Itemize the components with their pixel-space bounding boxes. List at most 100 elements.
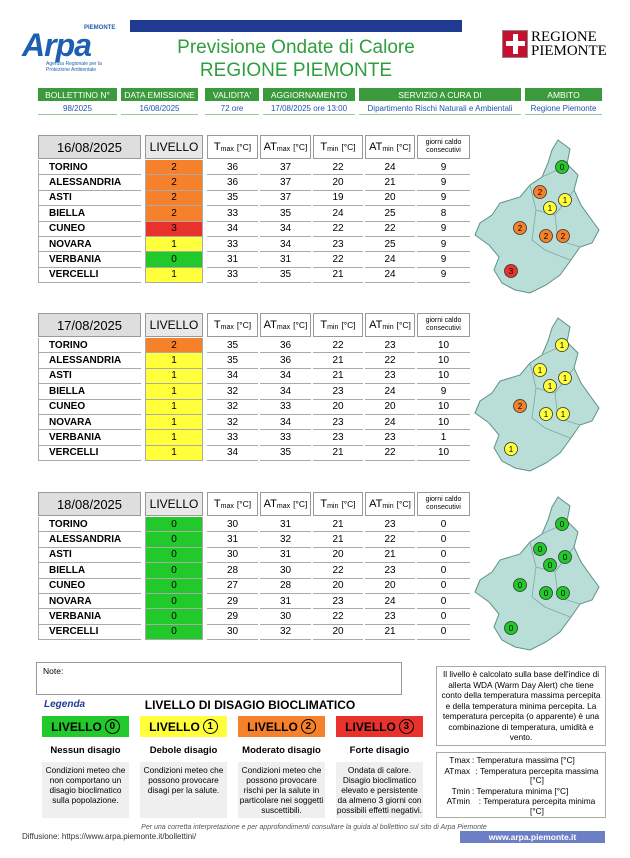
province-name: BIELLA xyxy=(38,384,141,400)
value-cell: 24 xyxy=(365,384,415,400)
level-marker-label: 0 xyxy=(548,561,553,570)
level-marker xyxy=(556,586,570,600)
value-cell: 0 xyxy=(417,594,470,610)
value-cell: 22 xyxy=(365,353,415,369)
value-cell: 36 xyxy=(207,160,258,176)
level-marker xyxy=(543,558,557,572)
date-header: 16/08/2025 xyxy=(38,135,141,159)
value-cell: 23 xyxy=(313,237,363,253)
days-header: giorni caldo consecutivi xyxy=(417,313,470,337)
value-cell: 31 xyxy=(207,252,258,268)
abbreviation-symbol: Tmin xyxy=(451,785,470,796)
top-bar xyxy=(130,20,462,32)
temp-sub: max xyxy=(276,502,291,510)
value-cell: 32 xyxy=(260,625,311,641)
level-cell: 0 xyxy=(145,578,203,594)
value-cell: 35 xyxy=(207,191,258,207)
value-cell: 20 xyxy=(365,400,415,415)
value-cell: 9 xyxy=(417,237,470,253)
temp-header: AT min [°C] xyxy=(365,135,415,159)
level-marker xyxy=(558,193,572,207)
legend-level-name: Forte disagio xyxy=(349,744,410,756)
province-name: NOVARA xyxy=(38,237,141,253)
province-name: CUNEO xyxy=(38,578,141,594)
temp-unit: [°C] xyxy=(236,320,252,330)
value-cell: 32 xyxy=(260,532,311,548)
info-value: 72 ore xyxy=(205,102,259,115)
temp-unit: [°C] xyxy=(236,499,252,509)
level-marker-label: 1 xyxy=(561,410,566,419)
legend-level-description: Condizioni meteo che non comportano un d… xyxy=(42,762,129,818)
temp-symbol: AT xyxy=(263,141,277,153)
value-cell: 0 xyxy=(417,609,470,625)
temp-sub: max xyxy=(220,323,234,331)
temp-unit: [°C] xyxy=(341,142,356,152)
level-marker-label: 1 xyxy=(548,204,553,213)
info-value: 98/2025 xyxy=(38,102,117,115)
value-cell: 37 xyxy=(260,191,311,207)
province-name: ALESSANDRIA xyxy=(38,353,141,369)
abbreviation: ATmin: Temperatura percepita minima [°C] xyxy=(440,796,602,816)
level-cell: 1 xyxy=(145,430,203,446)
temp-header: AT min [°C] xyxy=(365,313,415,337)
value-cell: 27 xyxy=(207,579,258,594)
value-cell: 35 xyxy=(260,268,311,284)
arpa-agency: Agenzia Regionale per la Protezione Ambi… xyxy=(46,61,102,73)
province-name: VERBANIA xyxy=(38,609,141,625)
temp-symbol: AT xyxy=(369,141,383,153)
level-marker-label: 1 xyxy=(544,410,549,419)
province-name: TORINO xyxy=(38,160,141,176)
value-cell: 10 xyxy=(417,353,470,369)
region-outline xyxy=(474,139,600,294)
level-marker-label: 1 xyxy=(538,366,543,375)
temp-unit: [°C] xyxy=(341,499,356,509)
province-name: ASTI xyxy=(38,190,141,207)
level-marker xyxy=(533,185,547,199)
level-cell: 0 xyxy=(145,594,203,610)
value-cell: 23 xyxy=(365,609,415,625)
temp-unit: [°C] xyxy=(396,320,411,330)
province-border xyxy=(529,342,581,439)
value-cell: 34 xyxy=(207,222,258,237)
temp-unit: [°C] xyxy=(396,499,411,509)
value-cell: 22 xyxy=(365,446,415,462)
abbreviation: Tmin: Temperatura minima [°C] xyxy=(440,785,602,797)
region-outline xyxy=(474,317,600,472)
footer-diffusion: Diffusione: https://www.arpa.piemonte.it… xyxy=(22,832,197,841)
legend-level-box: LIVELLO 0 xyxy=(42,716,129,737)
temp-symbol: AT xyxy=(369,498,383,510)
province-name: CUNEO xyxy=(38,221,141,237)
legend-level-number: 2 xyxy=(300,719,316,734)
level-cell: 1 xyxy=(145,353,203,369)
temp-sub: min xyxy=(382,502,394,510)
level-marker xyxy=(504,264,518,278)
legend-level-word: LIVELLO xyxy=(247,719,298,734)
legend-level-name: Moderato disagio xyxy=(242,744,321,756)
province-name: ASTI xyxy=(38,368,141,385)
level-cell: 2 xyxy=(145,190,203,207)
value-cell: 33 xyxy=(207,268,258,284)
value-cell: 21 xyxy=(365,548,415,564)
value-cell: 34 xyxy=(207,369,258,385)
level-marker xyxy=(539,229,553,243)
value-cell: 21 xyxy=(365,625,415,641)
province-name: TORINO xyxy=(38,517,141,533)
value-cell: 28 xyxy=(260,579,311,594)
value-cell: 23 xyxy=(365,369,415,385)
value-cell: 9 xyxy=(417,384,470,400)
value-cell: 37 xyxy=(260,175,311,191)
value-cell: 10 xyxy=(417,415,470,431)
temp-symbol: T xyxy=(320,319,328,331)
value-cell: 0 xyxy=(417,579,470,594)
level-marker-label: 0 xyxy=(563,553,568,562)
value-cell: 22 xyxy=(313,609,363,625)
value-cell: 24 xyxy=(313,206,363,222)
value-cell: 23 xyxy=(313,594,363,610)
value-cell: 31 xyxy=(260,548,311,564)
level-marker-label: 1 xyxy=(548,382,553,391)
value-cell: 9 xyxy=(417,252,470,268)
title: Previsione Ondate di Calore xyxy=(177,37,415,58)
level-cell: 1 xyxy=(145,384,203,400)
level-cell: 0 xyxy=(145,532,203,548)
